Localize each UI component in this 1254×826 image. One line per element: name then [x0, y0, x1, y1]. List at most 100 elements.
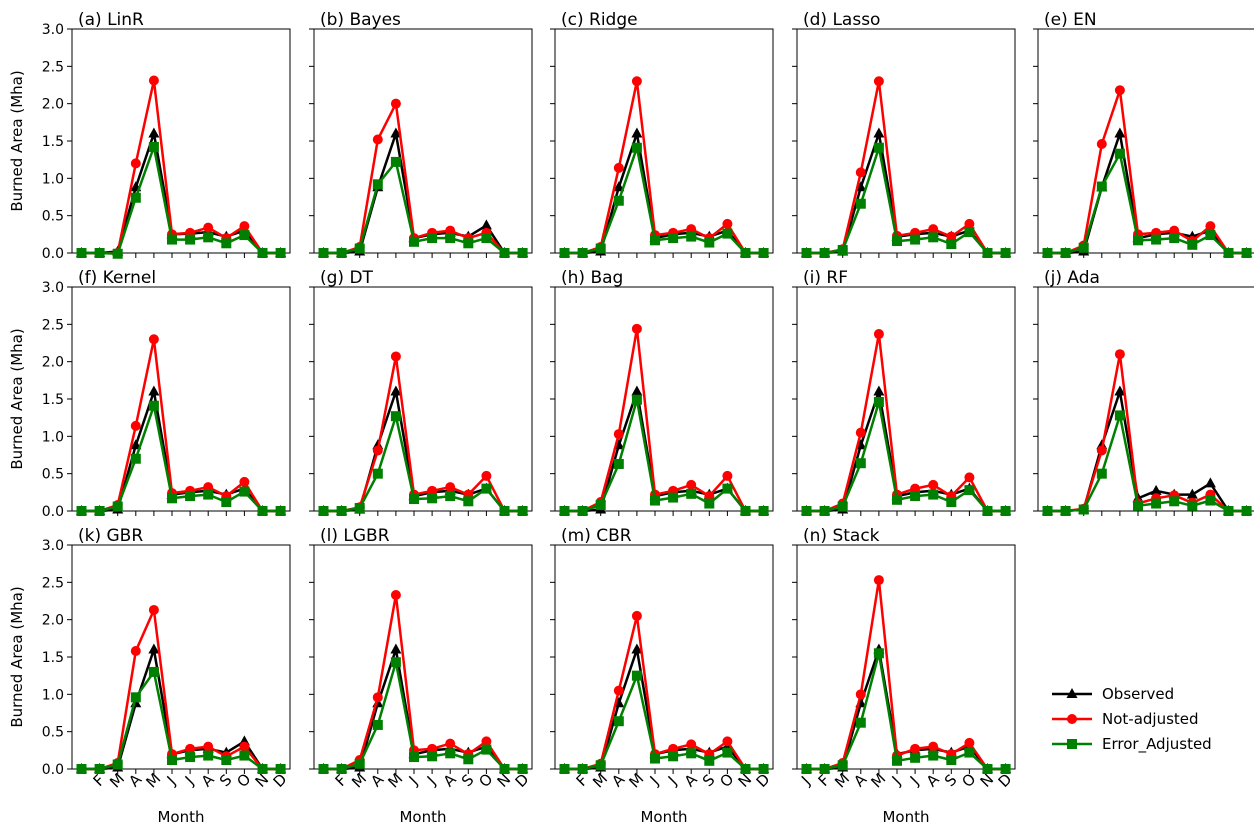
panel-4: (d) Lasso: [792, 10, 1016, 258]
y-tick-label: 3.0: [42, 538, 64, 554]
panel-title: (l) LGBR: [320, 526, 390, 546]
series-line: [323, 102, 523, 255]
data-point: [758, 248, 769, 258]
data-point: [185, 752, 196, 763]
data-point: [631, 643, 643, 654]
y-tick-label: 0.0: [42, 246, 64, 262]
data-point: [982, 248, 993, 258]
legend-label: Not-adjusted: [1102, 710, 1199, 728]
y-tick-label: 3.0: [42, 22, 64, 38]
panel-title: (b) Bayes: [320, 10, 401, 30]
series-line: [81, 79, 281, 255]
data-point: [837, 501, 848, 512]
data-point: [390, 351, 401, 362]
data-point: [1187, 500, 1198, 511]
data-point: [855, 689, 866, 700]
data-point: [613, 716, 624, 727]
data-point: [390, 411, 401, 422]
data-point: [855, 167, 866, 178]
data-point: [275, 506, 286, 516]
data-point: [873, 648, 884, 659]
data-point: [946, 239, 957, 250]
data-point: [855, 198, 866, 209]
series-line: [1047, 414, 1247, 513]
data-point: [892, 236, 902, 247]
x-tick-label: M: [867, 770, 889, 792]
data-point: [203, 222, 214, 233]
axes-frame: [313, 544, 533, 770]
data-point: [1186, 488, 1198, 499]
data-point: [480, 219, 492, 230]
y-tick-label: 1.0: [42, 171, 64, 187]
data-point: [559, 248, 570, 258]
data-point: [318, 506, 329, 516]
data-point: [595, 760, 606, 771]
data-point: [910, 234, 921, 245]
data-point: [148, 385, 160, 396]
series-line: [81, 338, 281, 513]
data-point: [445, 233, 456, 244]
axes-frame: [71, 286, 291, 512]
data-point: [964, 737, 975, 748]
x-tick-label: M: [142, 770, 164, 792]
data-point: [318, 764, 329, 774]
x-tick-label: O: [233, 770, 254, 791]
x-tick-label: M: [348, 770, 370, 792]
data-point: [1000, 764, 1011, 774]
data-point: [1205, 230, 1216, 241]
data-point: [239, 230, 250, 241]
data-point: [239, 486, 250, 497]
data-point: [239, 476, 250, 487]
data-point: [409, 494, 419, 505]
panel-1: (a) LinR 0.0 0.5 1.0 1.5 2.0 2.5 3.0 Burned Area…: [8, 10, 291, 262]
x-tick-label: S: [941, 771, 960, 790]
data-point: [427, 233, 438, 244]
x-axis-label: Month: [157, 808, 204, 826]
data-point: [819, 764, 830, 774]
data-point: [855, 717, 866, 728]
data-point: [1241, 248, 1252, 258]
data-point: [1133, 235, 1143, 246]
x-tick-label: S: [216, 771, 235, 790]
x-tick-label: J: [906, 773, 923, 790]
data-point: [130, 453, 141, 464]
data-point: [613, 685, 624, 696]
data-point: [1000, 248, 1011, 258]
panel-title: (j) Ada: [1044, 268, 1100, 288]
series-line: [323, 414, 523, 513]
data-point: [686, 488, 697, 499]
data-point: [130, 692, 141, 703]
data-point: [185, 491, 196, 502]
y-tick-label: 2.5: [42, 59, 64, 75]
series-line: [806, 80, 1006, 255]
y-tick-label: 1.5: [42, 392, 64, 408]
data-point: [740, 248, 751, 258]
series-line: [323, 355, 523, 513]
data-point: [740, 506, 751, 516]
data-point: [445, 748, 456, 759]
data-point: [390, 156, 401, 167]
y-axis-label: Burned Area (Mha): [8, 70, 26, 211]
x-tick-label: M: [106, 770, 128, 792]
data-point: [722, 470, 733, 481]
data-point: [1114, 127, 1126, 138]
panel-title: (a) LinR: [78, 10, 144, 30]
data-point: [819, 248, 830, 258]
data-point: [631, 76, 642, 87]
x-axis-label: Month: [882, 808, 929, 826]
data-point: [499, 248, 510, 258]
data-point: [148, 643, 160, 654]
series-line: [1047, 390, 1247, 513]
data-point: [1150, 484, 1162, 495]
x-tick-label: J: [181, 773, 198, 790]
data-point: [964, 472, 975, 483]
data-point: [873, 385, 885, 396]
data-point: [239, 741, 250, 752]
data-point: [239, 750, 250, 761]
data-point: [1169, 233, 1180, 244]
data-point: [372, 719, 383, 730]
axes-frame: [796, 544, 1016, 770]
y-tick-label: 0.0: [42, 762, 64, 778]
axes-frame: [554, 544, 774, 770]
